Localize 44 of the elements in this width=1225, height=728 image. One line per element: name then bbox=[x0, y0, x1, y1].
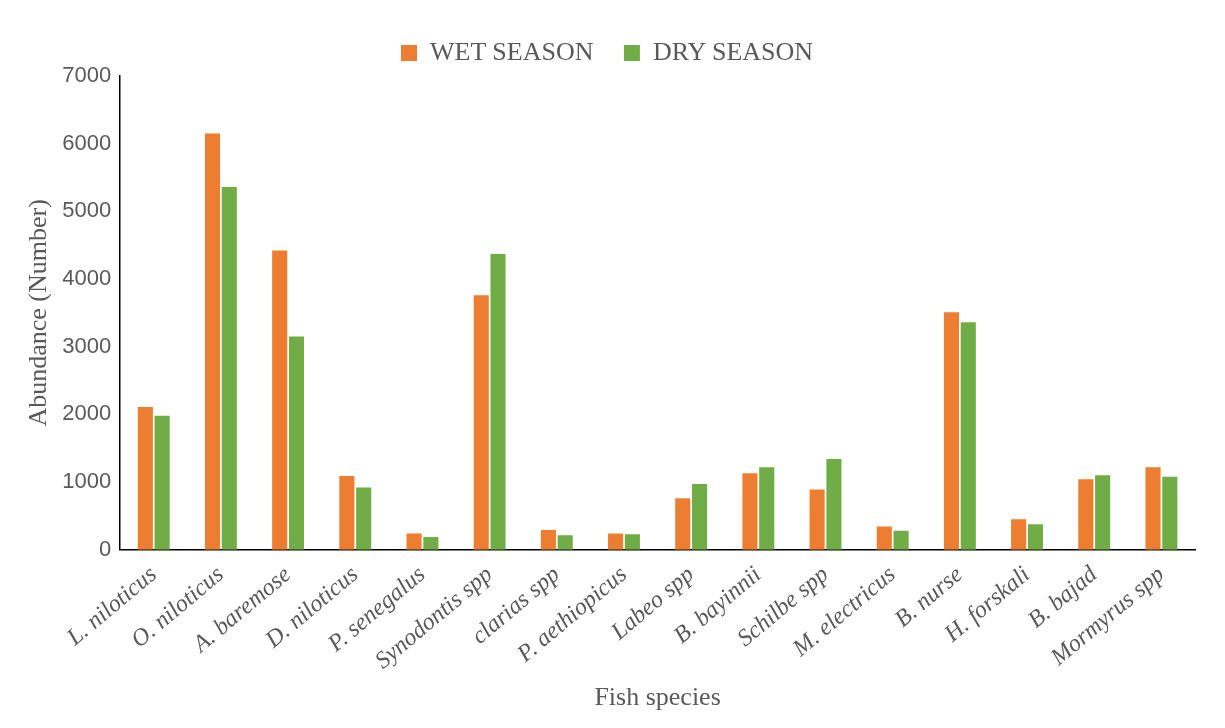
y-tick-label: 4000 bbox=[62, 265, 112, 291]
bar bbox=[490, 253, 506, 550]
bar bbox=[339, 475, 355, 550]
bar bbox=[876, 526, 892, 550]
bar bbox=[759, 467, 775, 550]
bar bbox=[692, 484, 708, 550]
y-tick-label: 5000 bbox=[62, 197, 112, 223]
bar bbox=[540, 530, 556, 550]
bar bbox=[423, 536, 439, 550]
legend-label: WET SEASON bbox=[429, 36, 594, 66]
bar bbox=[893, 530, 909, 550]
y-tick-label: 7000 bbox=[62, 62, 112, 88]
bar bbox=[356, 487, 372, 550]
legend-label: DRY SEASON bbox=[652, 36, 814, 66]
y-tick-label: 6000 bbox=[62, 129, 112, 155]
y-tick-label: 0 bbox=[98, 535, 112, 561]
bar bbox=[204, 133, 221, 550]
bar bbox=[221, 186, 237, 550]
bar bbox=[473, 295, 489, 550]
bar bbox=[826, 459, 842, 550]
bar bbox=[624, 534, 640, 550]
bar bbox=[137, 406, 153, 550]
bar bbox=[960, 322, 976, 550]
bar bbox=[1078, 479, 1094, 550]
bar bbox=[1027, 524, 1044, 550]
bar bbox=[1095, 475, 1111, 550]
x-axis-title: Fish species bbox=[594, 682, 721, 712]
bar bbox=[742, 473, 758, 550]
y-tick-label: 2000 bbox=[62, 400, 112, 426]
bar bbox=[1011, 519, 1027, 550]
bar bbox=[557, 535, 573, 550]
bar bbox=[943, 312, 960, 550]
bar bbox=[608, 533, 624, 550]
bar bbox=[1145, 467, 1161, 550]
y-tick-label: 3000 bbox=[62, 332, 112, 358]
y-axis-title: Abundance (Number) bbox=[23, 199, 53, 427]
bar bbox=[675, 498, 691, 550]
bar bbox=[809, 489, 825, 550]
bar bbox=[406, 533, 422, 550]
y-tick-label: 1000 bbox=[62, 468, 112, 494]
bar bbox=[154, 415, 170, 550]
bar bbox=[1162, 476, 1178, 550]
bar bbox=[288, 336, 305, 550]
bar bbox=[272, 250, 288, 550]
